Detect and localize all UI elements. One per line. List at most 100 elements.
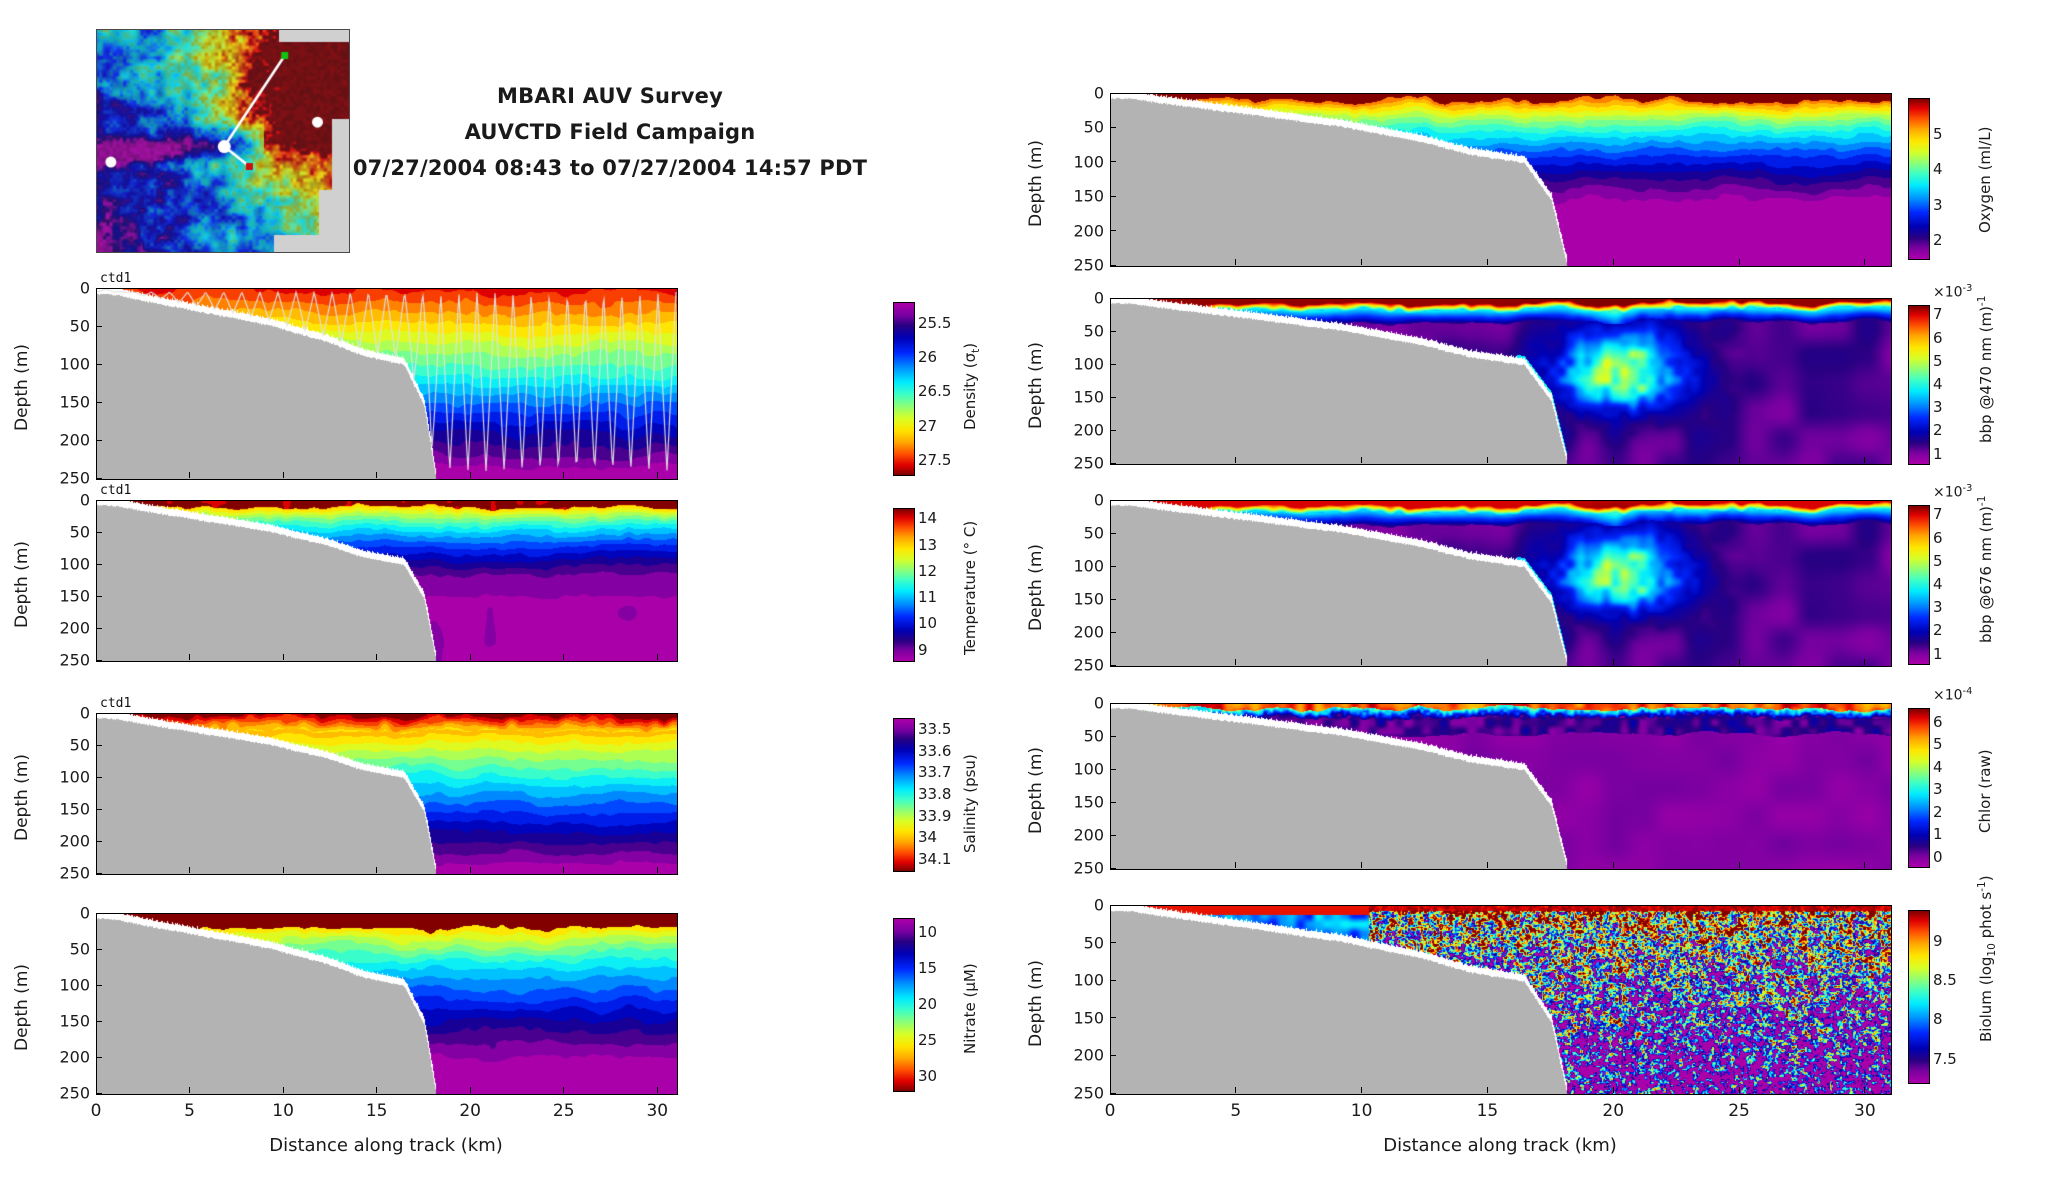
ytickmark-salinity-200 (96, 840, 102, 842)
plot-area-oxygen (1110, 93, 1892, 267)
ytickmark-density-200 (96, 439, 102, 441)
xtickmark-density-30 (656, 472, 658, 478)
ytick-temperature-50: 50 (69, 522, 90, 542)
xtickmark-bbp676-5 (1235, 659, 1237, 665)
colorbar-tick-bbp470-0: 7 (1933, 305, 1943, 324)
colorbar-tick-density-4: 27.5 (918, 451, 952, 470)
colorbar-temperature (893, 508, 915, 662)
colorbar-exponent-bbp470: ×10-3 (1933, 283, 1973, 301)
ctd-tag-density: ctd1 (100, 271, 132, 286)
colorbar-gradient-chlor (1909, 709, 1929, 867)
ytick-oxygen-100: 100 (1073, 152, 1104, 172)
xtickmark-salinity-15 (376, 867, 378, 873)
ytickmark-bbp676-0 (1110, 499, 1116, 501)
ytickmark-density-150 (96, 401, 102, 403)
xtickmark-bbp676-20 (1612, 659, 1614, 665)
ytickmark-salinity-100 (96, 776, 102, 778)
section-canvas-biolum (1111, 906, 1891, 1094)
colorbar-tick-chlor-3: 3 (1933, 780, 1943, 799)
colorbar-tick-temperature-5: 9 (918, 640, 928, 659)
colorbar-tick-bbp676-1: 6 (1933, 528, 1943, 547)
plot-area-nitrate (96, 913, 678, 1095)
ytickmark-nitrate-150 (96, 1020, 102, 1022)
xtick-nitrate-20: 20 (459, 1101, 482, 1121)
xtickmark-nitrate-15 (376, 1087, 378, 1093)
yaxis-label-temperature: Depth (m) (12, 540, 32, 628)
colorbar-gradient-nitrate (894, 919, 914, 1091)
xtickmark-bbp676-30 (1864, 659, 1866, 665)
xtickmark-bbp470-5 (1235, 457, 1237, 463)
xtickmark-temperature-30 (656, 654, 658, 660)
xtickmark-oxygen-30 (1864, 259, 1866, 265)
ytickmark-oxygen-200 (1110, 230, 1116, 232)
xtick-nitrate-15: 15 (365, 1101, 388, 1121)
xtick-biolum-30: 30 (1854, 1101, 1876, 1121)
colorbar-gradient-temperature (894, 509, 914, 661)
colorbar-tick-oxygen-2: 3 (1933, 195, 1943, 214)
ytick-bbp676-250: 250 (1073, 655, 1104, 675)
colorbar-tick-bbp676-2: 5 (1933, 551, 1943, 570)
colorbar-tick-bbp470-4: 3 (1933, 398, 1943, 417)
ytickmark-biolum-150 (1110, 1017, 1116, 1019)
colorbar-tick-bbp470-1: 6 (1933, 328, 1943, 347)
ytickmark-oxygen-150 (1110, 195, 1116, 197)
xtickmark-bbp676-15 (1486, 659, 1488, 665)
title-line-survey: MBARI AUV Survey (497, 84, 723, 108)
xtickmark-nitrate-30 (656, 1087, 658, 1093)
ytick-temperature-0: 0 (79, 490, 90, 510)
xtickmark-salinity-30 (656, 867, 658, 873)
title-line-campaign: AUVCTD Field Campaign (464, 120, 756, 144)
plot-area-density (96, 288, 678, 480)
ytick-nitrate-50: 50 (69, 939, 90, 959)
xtickmark-biolum-10 (1361, 1087, 1363, 1093)
ytick-bbp470-50: 50 (1083, 321, 1104, 341)
ytick-bbp470-0: 0 (1093, 288, 1104, 308)
ytickmark-nitrate-200 (96, 1056, 102, 1058)
ytick-oxygen-50: 50 (1083, 117, 1104, 137)
plot-area-salinity (96, 713, 678, 875)
colorbar-bbp470 (1908, 305, 1930, 465)
ytick-bbp676-200: 200 (1073, 622, 1104, 642)
xtickmark-chlor-0 (1109, 862, 1111, 868)
ytick-bbp676-50: 50 (1083, 523, 1104, 543)
ytickmark-chlor-100 (1110, 768, 1116, 770)
xtickmark-nitrate-20 (469, 1087, 471, 1093)
colorbar-tick-nitrate-3: 25 (918, 1030, 938, 1049)
ytick-biolum-100: 100 (1073, 970, 1104, 990)
ytickmark-biolum-50 (1110, 942, 1116, 944)
yaxis-label-nitrate: Depth (m) (12, 963, 32, 1051)
colorbar-tick-biolum-2: 8 (1933, 1010, 1943, 1029)
colorbar-tick-biolum-3: 7.5 (1933, 1049, 1957, 1068)
ytickmark-bbp676-250 (1110, 664, 1116, 666)
ytick-bbp470-250: 250 (1073, 453, 1104, 473)
colorbar-tick-chlor-5: 1 (1933, 825, 1943, 844)
colorbar-label-nitrate: Nitrate (μM) (961, 963, 979, 1055)
colorbar-chlor (1908, 708, 1930, 868)
colorbar-label-density: Density (σt) (961, 342, 982, 430)
xtick-nitrate-0: 0 (90, 1101, 102, 1121)
ytickmark-oxygen-50 (1110, 126, 1116, 128)
ytick-density-250: 250 (59, 468, 90, 488)
xtick-biolum-15: 15 (1476, 1101, 1499, 1121)
ytickmark-chlor-200 (1110, 834, 1116, 836)
colorbar-label-salinity: Salinity (psu) (961, 754, 979, 853)
colorbar-label-bbp470: bbp @470 nm (m)-1 (1976, 295, 1995, 443)
colorbar-tick-bbp470-2: 5 (1933, 351, 1943, 370)
ytick-oxygen-200: 200 (1073, 221, 1104, 241)
xtickmark-salinity-5 (189, 867, 191, 873)
ytick-temperature-150: 150 (59, 586, 90, 606)
xtick-biolum-5: 5 (1230, 1101, 1242, 1121)
ytickmark-biolum-250 (1110, 1092, 1116, 1094)
colorbar-gradient-bbp470 (1909, 306, 1929, 464)
xtickmark-salinity-25 (563, 867, 565, 873)
ytick-salinity-200: 200 (59, 831, 90, 851)
colorbar-tick-salinity-6: 34.1 (918, 850, 952, 869)
plot-area-biolum (1110, 905, 1892, 1095)
xtick-nitrate-5: 5 (184, 1101, 195, 1121)
colorbar-exponent-chlor: ×10-4 (1933, 686, 1973, 704)
xtickmark-bbp470-10 (1361, 457, 1363, 463)
ytick-density-200: 200 (59, 430, 90, 450)
section-canvas-nitrate (97, 914, 677, 1094)
ytickmark-chlor-150 (1110, 801, 1116, 803)
xtickmark-density-25 (563, 472, 565, 478)
